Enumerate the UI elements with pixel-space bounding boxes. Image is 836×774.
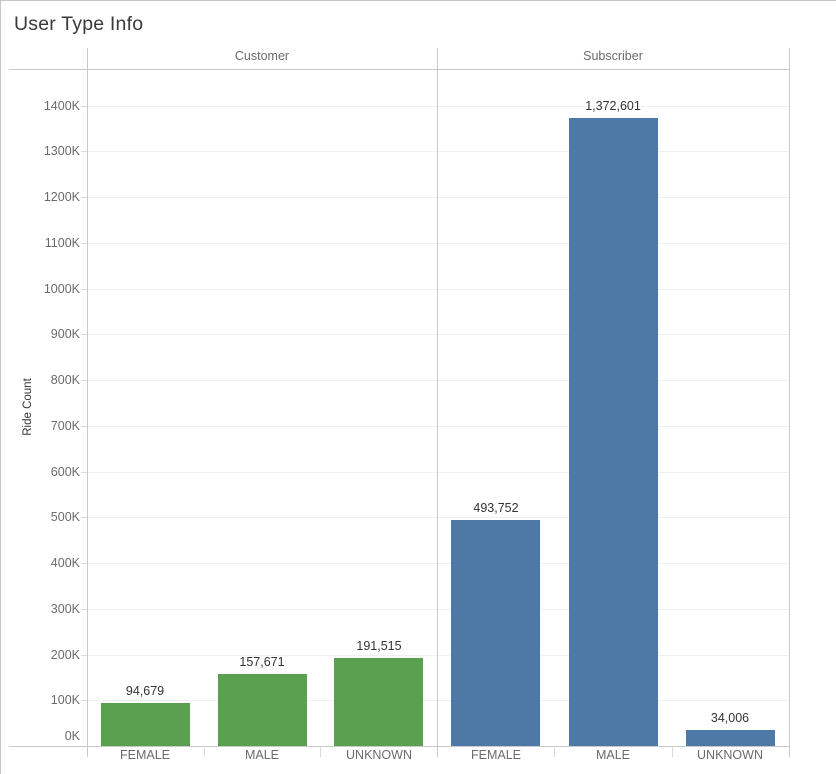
header-separator-line <box>9 69 789 70</box>
y-gridline <box>87 151 789 152</box>
bar-subscriber-male[interactable] <box>569 118 658 746</box>
category-boundary-tick <box>320 746 321 757</box>
y-gridline <box>87 700 789 701</box>
bar-value-label: 493,752 <box>473 501 519 515</box>
y-tick-label: 200K <box>50 648 80 662</box>
y-tick-label: 900K <box>50 327 80 341</box>
y-gridline <box>87 472 789 473</box>
y-tick-label: 500K <box>50 510 80 524</box>
bar-value-label: 34,006 <box>710 711 750 725</box>
y-gridline <box>87 563 789 564</box>
y-gridline <box>87 609 789 610</box>
bar-subscriber-female[interactable] <box>451 520 540 746</box>
y-tick-label: 1300K <box>43 144 80 158</box>
y-tick-label: 100K <box>50 693 80 707</box>
x-category-label: MALE <box>595 748 631 762</box>
facet-header-customer: Customer <box>234 49 290 63</box>
category-boundary-tick <box>672 746 673 757</box>
y-tick-label: 1400K <box>43 99 80 113</box>
y-gridline <box>87 426 789 427</box>
y-tick-mark <box>81 472 87 473</box>
panel-divider-line <box>789 48 790 757</box>
bar-value-label: 94,679 <box>125 684 165 698</box>
y-tick-mark <box>81 197 87 198</box>
y-tick-label: 300K <box>50 602 80 616</box>
y-gridline <box>87 243 789 244</box>
y-tick-mark <box>81 426 87 427</box>
y-tick-label: 1100K <box>44 236 80 250</box>
x-category-label: UNKNOWN <box>346 748 412 762</box>
y-tick-mark <box>81 563 87 564</box>
y-tick-label: 700K <box>50 419 80 433</box>
y-tick-mark <box>81 289 87 290</box>
y-gridline <box>87 380 789 381</box>
bar-value-label: 157,671 <box>239 655 285 669</box>
y-tick-label: 1000K <box>43 282 80 296</box>
y-tick-mark <box>81 151 87 152</box>
y-tick-mark <box>81 609 87 610</box>
panel-divider-line <box>437 48 438 757</box>
x-category-label: UNKNOWN <box>697 748 763 762</box>
y-tick-mark <box>81 334 87 335</box>
x-category-label: FEMALE <box>119 748 170 762</box>
chart-title: User Type Info <box>14 13 144 35</box>
facet-header-subscriber: Subscriber <box>583 49 643 63</box>
bar-customer-male[interactable] <box>218 674 307 746</box>
category-boundary-tick <box>204 746 205 757</box>
bar-customer-unknown[interactable] <box>334 658 423 746</box>
y-axis-label: Ride Count <box>22 378 34 436</box>
y-tick-label: 600K <box>50 465 80 479</box>
panel-divider-line <box>87 48 88 757</box>
y-tick-mark <box>81 243 87 244</box>
x-category-label: FEMALE <box>470 748 521 762</box>
bar-customer-female[interactable] <box>101 703 190 746</box>
y-gridline <box>87 655 789 656</box>
y-tick-label: 800K <box>50 373 80 387</box>
y-tick-mark <box>81 380 87 381</box>
x-axis-line <box>9 746 789 747</box>
y-gridline <box>87 334 789 335</box>
y-gridline <box>87 106 789 107</box>
y-tick-label: 400K <box>50 556 80 570</box>
y-tick-mark <box>81 517 87 518</box>
y-tick-label: 0K <box>64 729 80 743</box>
y-tick-mark <box>81 106 87 107</box>
y-gridline <box>87 197 789 198</box>
y-tick-label: 1200K <box>43 190 80 204</box>
bar-value-label: 191,515 <box>356 639 402 653</box>
category-boundary-tick <box>554 746 555 757</box>
y-tick-mark <box>81 655 87 656</box>
bar-subscriber-unknown[interactable] <box>686 730 775 746</box>
y-tick-mark <box>81 700 87 701</box>
bar-value-label: 1,372,601 <box>585 99 641 113</box>
y-gridline <box>87 517 789 518</box>
y-gridline <box>87 289 789 290</box>
x-category-label: MALE <box>244 748 280 762</box>
